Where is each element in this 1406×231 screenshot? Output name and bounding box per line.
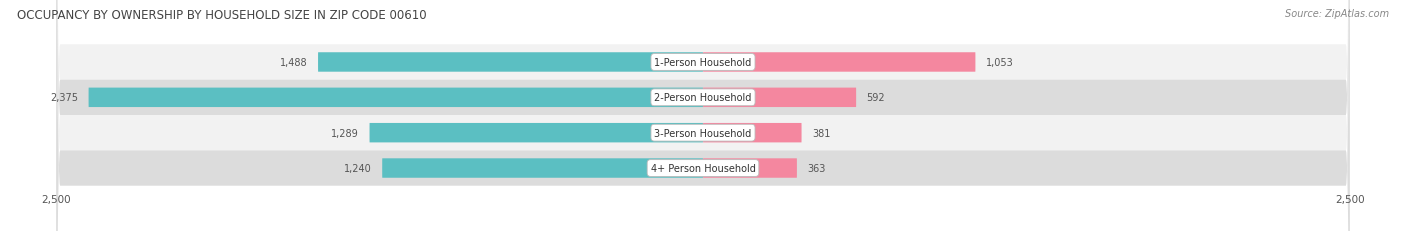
Text: Source: ZipAtlas.com: Source: ZipAtlas.com	[1285, 9, 1389, 19]
FancyBboxPatch shape	[703, 88, 856, 108]
Text: 2-Person Household: 2-Person Household	[654, 93, 752, 103]
Text: 1,289: 1,289	[332, 128, 359, 138]
FancyBboxPatch shape	[318, 53, 703, 72]
Text: OCCUPANCY BY OWNERSHIP BY HOUSEHOLD SIZE IN ZIP CODE 00610: OCCUPANCY BY OWNERSHIP BY HOUSEHOLD SIZE…	[17, 9, 426, 22]
FancyBboxPatch shape	[56, 0, 1350, 231]
Text: 592: 592	[866, 93, 886, 103]
FancyBboxPatch shape	[382, 159, 703, 178]
Text: 1,488: 1,488	[280, 58, 308, 68]
Text: 2,375: 2,375	[51, 93, 79, 103]
FancyBboxPatch shape	[703, 123, 801, 143]
Text: 1,240: 1,240	[344, 163, 371, 173]
FancyBboxPatch shape	[56, 0, 1350, 231]
Text: 1,053: 1,053	[986, 58, 1014, 68]
FancyBboxPatch shape	[89, 88, 703, 108]
Text: 1-Person Household: 1-Person Household	[654, 58, 752, 68]
Text: 3-Person Household: 3-Person Household	[654, 128, 752, 138]
FancyBboxPatch shape	[703, 53, 976, 72]
FancyBboxPatch shape	[703, 159, 797, 178]
Text: 4+ Person Household: 4+ Person Household	[651, 163, 755, 173]
FancyBboxPatch shape	[56, 0, 1350, 231]
FancyBboxPatch shape	[56, 0, 1350, 231]
Text: 363: 363	[807, 163, 825, 173]
FancyBboxPatch shape	[370, 123, 703, 143]
Text: 381: 381	[811, 128, 831, 138]
